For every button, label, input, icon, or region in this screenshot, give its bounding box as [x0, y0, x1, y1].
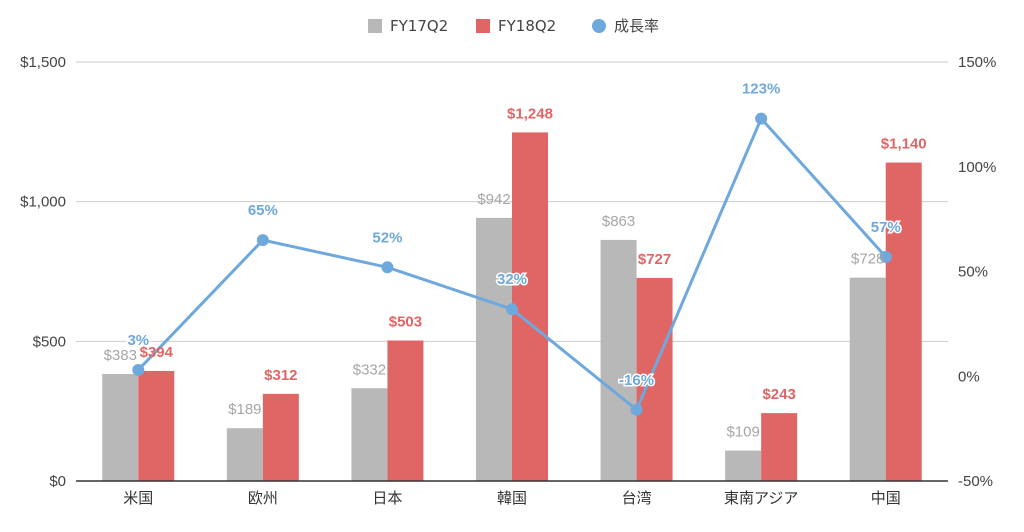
bar-fy18q2 [636, 277, 673, 481]
bar-fy17q2 [351, 388, 388, 481]
growth-rate-point [506, 303, 518, 316]
category-label: 中国 [871, 489, 901, 507]
bar-value-label: $243 [762, 386, 795, 403]
growth-rate-line [132, 112, 892, 416]
legend-label: FY17Q2 [390, 17, 448, 35]
growth-rate-point [630, 403, 643, 416]
category-label: 東南アジア [724, 489, 798, 507]
bar-value-label: $383 [104, 347, 137, 364]
bar-value-label: $503 [389, 313, 422, 330]
bar-fy18q2 [262, 393, 299, 481]
bar-value-label: $1,248 [507, 105, 553, 122]
growth-rate-label: -16% [619, 372, 654, 389]
right-tick-label: 100% [958, 159, 996, 176]
right-tick-label: -50% [958, 473, 993, 490]
right-axis: -50% 0% 50% 100% 150% [958, 54, 996, 490]
growth-rate-label: 57% [871, 219, 901, 236]
growth-rate-label: 123% [742, 81, 780, 98]
bar-value-label: $189 [228, 401, 261, 418]
bar-value-label: $942 [477, 191, 510, 208]
growth-rate-label: 52% [372, 229, 402, 246]
bar-fy17q2 [849, 277, 886, 481]
bar-fy18q2 [761, 413, 798, 481]
growth-rate-label: 65% [248, 202, 278, 219]
bar-value-label: $109 [726, 424, 759, 441]
legend: FY17Q2 FY18Q2 成長率 [368, 17, 659, 35]
category-label: 日本 [372, 489, 402, 507]
bar-fy17q2 [476, 217, 512, 482]
bar-value-label: $332 [353, 361, 386, 378]
data-labels: $383 $189 $332 $942 $863 $109 $728 $394 $312 $503… [104, 79, 927, 441]
category-label: 米国 [123, 489, 153, 507]
bar-value-label: $727 [638, 251, 671, 268]
legend-label: 成長率 [614, 17, 659, 35]
bar-fy18q2 [138, 370, 175, 481]
bars [102, 132, 922, 482]
left-tick-label: $1,000 [20, 194, 66, 211]
right-tick-label: 150% [958, 54, 996, 71]
right-tick-label: 0% [958, 368, 980, 385]
bar-fy17q2 [102, 374, 139, 481]
growth-rate-point [256, 234, 269, 247]
left-tick-label: $500 [33, 333, 66, 350]
growth-rate-point [132, 363, 145, 376]
category-label: 台湾 [622, 489, 652, 507]
bar-fy17q2 [600, 239, 637, 481]
legend-marker-square [368, 19, 382, 33]
growth-rate-point [755, 112, 768, 125]
growth-rate-point [381, 261, 394, 274]
bar-value-label: $312 [264, 367, 297, 384]
growth-rate-label: 3% [127, 332, 149, 349]
category-label: 欧州 [248, 489, 278, 507]
legend-marker-circle [592, 19, 606, 33]
legend-label: FY18Q2 [498, 17, 556, 35]
category-labels: 米国 欧州 日本 韓国 台湾 東南アジア 中国 [123, 489, 900, 507]
legend-marker-square [476, 19, 490, 33]
bar-value-label: $863 [602, 213, 635, 230]
bar-fy18q2 [885, 162, 922, 481]
bar-value-label: $728 [851, 251, 884, 268]
bar-fy18q2 [512, 132, 548, 481]
category-label: 韓国 [497, 489, 527, 507]
right-tick-label: 50% [958, 264, 988, 281]
left-axis: $0 $500 $1,000 $1,500 [20, 54, 66, 490]
bar-fy18q2 [387, 340, 424, 481]
left-tick-label: $0 [49, 473, 66, 490]
growth-rate-label: 32% [497, 271, 527, 288]
growth-rate-point [879, 250, 892, 263]
bar-value-label: $394 [140, 344, 174, 361]
bar-fy17q2 [725, 450, 762, 481]
bar-fy17q2 [226, 428, 263, 481]
left-tick-label: $1,500 [20, 54, 66, 71]
bar-value-label: $1,140 [881, 136, 927, 153]
